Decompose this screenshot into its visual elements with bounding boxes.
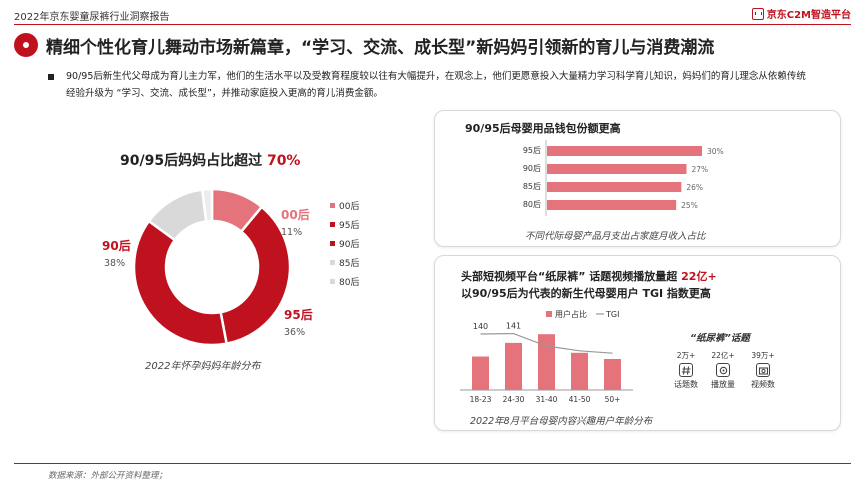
header-divider	[14, 24, 851, 25]
brand-logo: 京东C2M智造平台	[751, 6, 851, 21]
page-title: 精细个性化育儿舞动市场新篇章，“学习、交流、成长型”新妈妈引领新的育儿与消费潮流	[46, 38, 715, 58]
tgi-title-line1: 头部短视频平台“纸尿裤” 话题视频播放量超 22亿+	[461, 268, 717, 284]
donut-label-95-name: 95后	[284, 308, 313, 322]
stat-videos: 39万+ 视频数	[743, 350, 783, 390]
legend-swatch	[330, 260, 335, 265]
tgi-card	[434, 255, 841, 431]
footer-divider	[14, 463, 851, 464]
donut-label-90-name: 90后	[102, 239, 131, 253]
stat-topics-label: 话题数	[674, 380, 698, 389]
tgi-bar	[538, 334, 555, 390]
stat-videos-label: 视频数	[751, 380, 775, 389]
hbar-category-label: 95后	[523, 145, 541, 155]
hbar-value-label: 30%	[707, 147, 724, 156]
donut-caption: 2022年怀孕妈妈年龄分布	[145, 361, 261, 372]
donut-slice-2	[132, 219, 229, 347]
shopping-bag-icon	[751, 7, 764, 20]
tgi-category-label: 24-30	[503, 395, 525, 404]
stat-videos-value: 39万+	[751, 351, 775, 360]
intro-paragraph: 90/95后新生代父母成为育儿主力军，他们的生活水平以及受教育程度较以往有大幅提…	[66, 71, 806, 99]
donut-label-95: 95后 36%	[284, 306, 313, 338]
data-source: 数据来源：外部公开资料整理；	[48, 471, 168, 481]
topic-title: “纸尿裤”话题	[690, 333, 750, 344]
donut-title-prefix: 90/95后妈妈占比超过	[120, 153, 263, 169]
wallet-share-caption: 不同代际母婴产品月支出占家庭月收入占比	[525, 231, 706, 242]
tgi-category-label: 50+	[605, 395, 621, 404]
donut-label-90-pct: 38%	[104, 258, 126, 269]
tgi-bar	[571, 352, 588, 390]
donut-legend-item: 90后	[330, 237, 359, 250]
stat-plays-label: 播放量	[711, 380, 735, 389]
hbar-bar	[547, 146, 702, 156]
hbar-value-label: 26%	[686, 183, 703, 192]
tgi-title-line2: 以90/95后为代表的新生代母婴用户 TGI 指数更高	[461, 287, 711, 300]
play-icon	[716, 363, 730, 377]
stat-topics: 2万+ 话题数	[666, 350, 706, 390]
tgi-title-prefix: 头部短视频平台“纸尿裤” 话题视频播放量超	[461, 270, 678, 283]
donut-title-highlight: 70%	[266, 153, 301, 169]
donut-legend-item: 85后	[330, 256, 359, 269]
hbar-category-label: 90后	[523, 163, 541, 173]
donut-legend-item: 80后	[330, 275, 359, 288]
tgi-category-label: 41-50	[569, 395, 591, 404]
legend-swatch	[330, 279, 335, 284]
hbar-category-label: 80后	[523, 199, 541, 209]
title-bullet-icon	[14, 33, 38, 57]
legend-swatch	[330, 222, 335, 227]
donut-legend-label: 90后	[339, 240, 360, 250]
square-bullet-icon	[48, 74, 54, 80]
legend-swatch	[330, 241, 335, 246]
donut-chart-title: 90/95后妈妈占比超过 70%	[120, 150, 300, 170]
report-header-title: 2022年京东婴童尿裤行业洞察报告	[14, 12, 170, 23]
donut-legend-label: 80后	[339, 278, 360, 288]
tgi-combo-chart: 用户占比 TGI 18-23 24-30 31-40 41-50 50+ 140 141	[460, 309, 633, 404]
tgi-bar	[472, 356, 489, 390]
hbar-bar	[547, 200, 677, 210]
legend-swatch	[330, 203, 335, 208]
hbar-category-label: 85后	[523, 181, 541, 191]
wallet-share-card	[434, 110, 841, 247]
tgi-legend-swatch-bar	[546, 311, 552, 317]
tgi-bar	[604, 359, 621, 390]
hashtag-icon	[679, 363, 693, 377]
hbar-bar	[547, 182, 682, 192]
stat-topics-value: 2万+	[676, 351, 696, 360]
tgi-category-label: 18-23	[470, 395, 492, 404]
stat-plays: 22亿+ 播放量	[703, 350, 743, 390]
tgi-bar	[505, 342, 522, 390]
brand-name: 京东C2M智造平台	[766, 10, 851, 21]
donut-legend-label: 00后	[339, 202, 360, 212]
donut-label-00: 00后 11%	[281, 206, 310, 238]
donut-slice-1	[219, 205, 292, 346]
tgi-value-label: 140	[473, 322, 488, 331]
donut-slice-4	[200, 187, 214, 223]
tgi-legend-label: TGI	[605, 310, 619, 319]
wallet-share-bar-chart: 95后 30% 90后 27% 85后 26% 80后 25%	[523, 140, 724, 216]
camera-icon	[756, 363, 770, 377]
donut-legend-label: 95后	[339, 221, 360, 231]
donut-legend-label: 85后	[339, 259, 360, 269]
tgi-value-label: 141	[506, 322, 521, 331]
hbar-value-label: 25%	[681, 201, 698, 210]
donut-label-00-name: 00后	[281, 208, 310, 222]
tgi-line	[480, 332, 613, 354]
donut-chart	[132, 187, 292, 347]
donut-label-90: 90后 38%	[102, 237, 131, 269]
donut-legend-item: 00后	[330, 199, 359, 212]
donut-legend-item: 95后	[330, 218, 359, 231]
tgi-legend-label: 用户占比	[555, 309, 587, 319]
tgi-caption: 2022年8月平台母婴内容兴趣用户年龄分布	[470, 416, 653, 427]
stat-plays-value: 22亿+	[711, 351, 735, 360]
wallet-share-title: 90/95后母婴用品钱包份额更高	[465, 122, 621, 135]
hbar-bar	[547, 164, 687, 174]
hbar-value-label: 27%	[692, 165, 709, 174]
donut-label-95-pct: 36%	[284, 327, 306, 338]
tgi-category-label: 31-40	[536, 395, 558, 404]
donut-label-00-pct: 11%	[281, 227, 303, 238]
donut-legend: 00后 95后 90后 85后 80后	[330, 199, 359, 294]
tgi-title-highlight: 22亿+	[681, 270, 717, 283]
